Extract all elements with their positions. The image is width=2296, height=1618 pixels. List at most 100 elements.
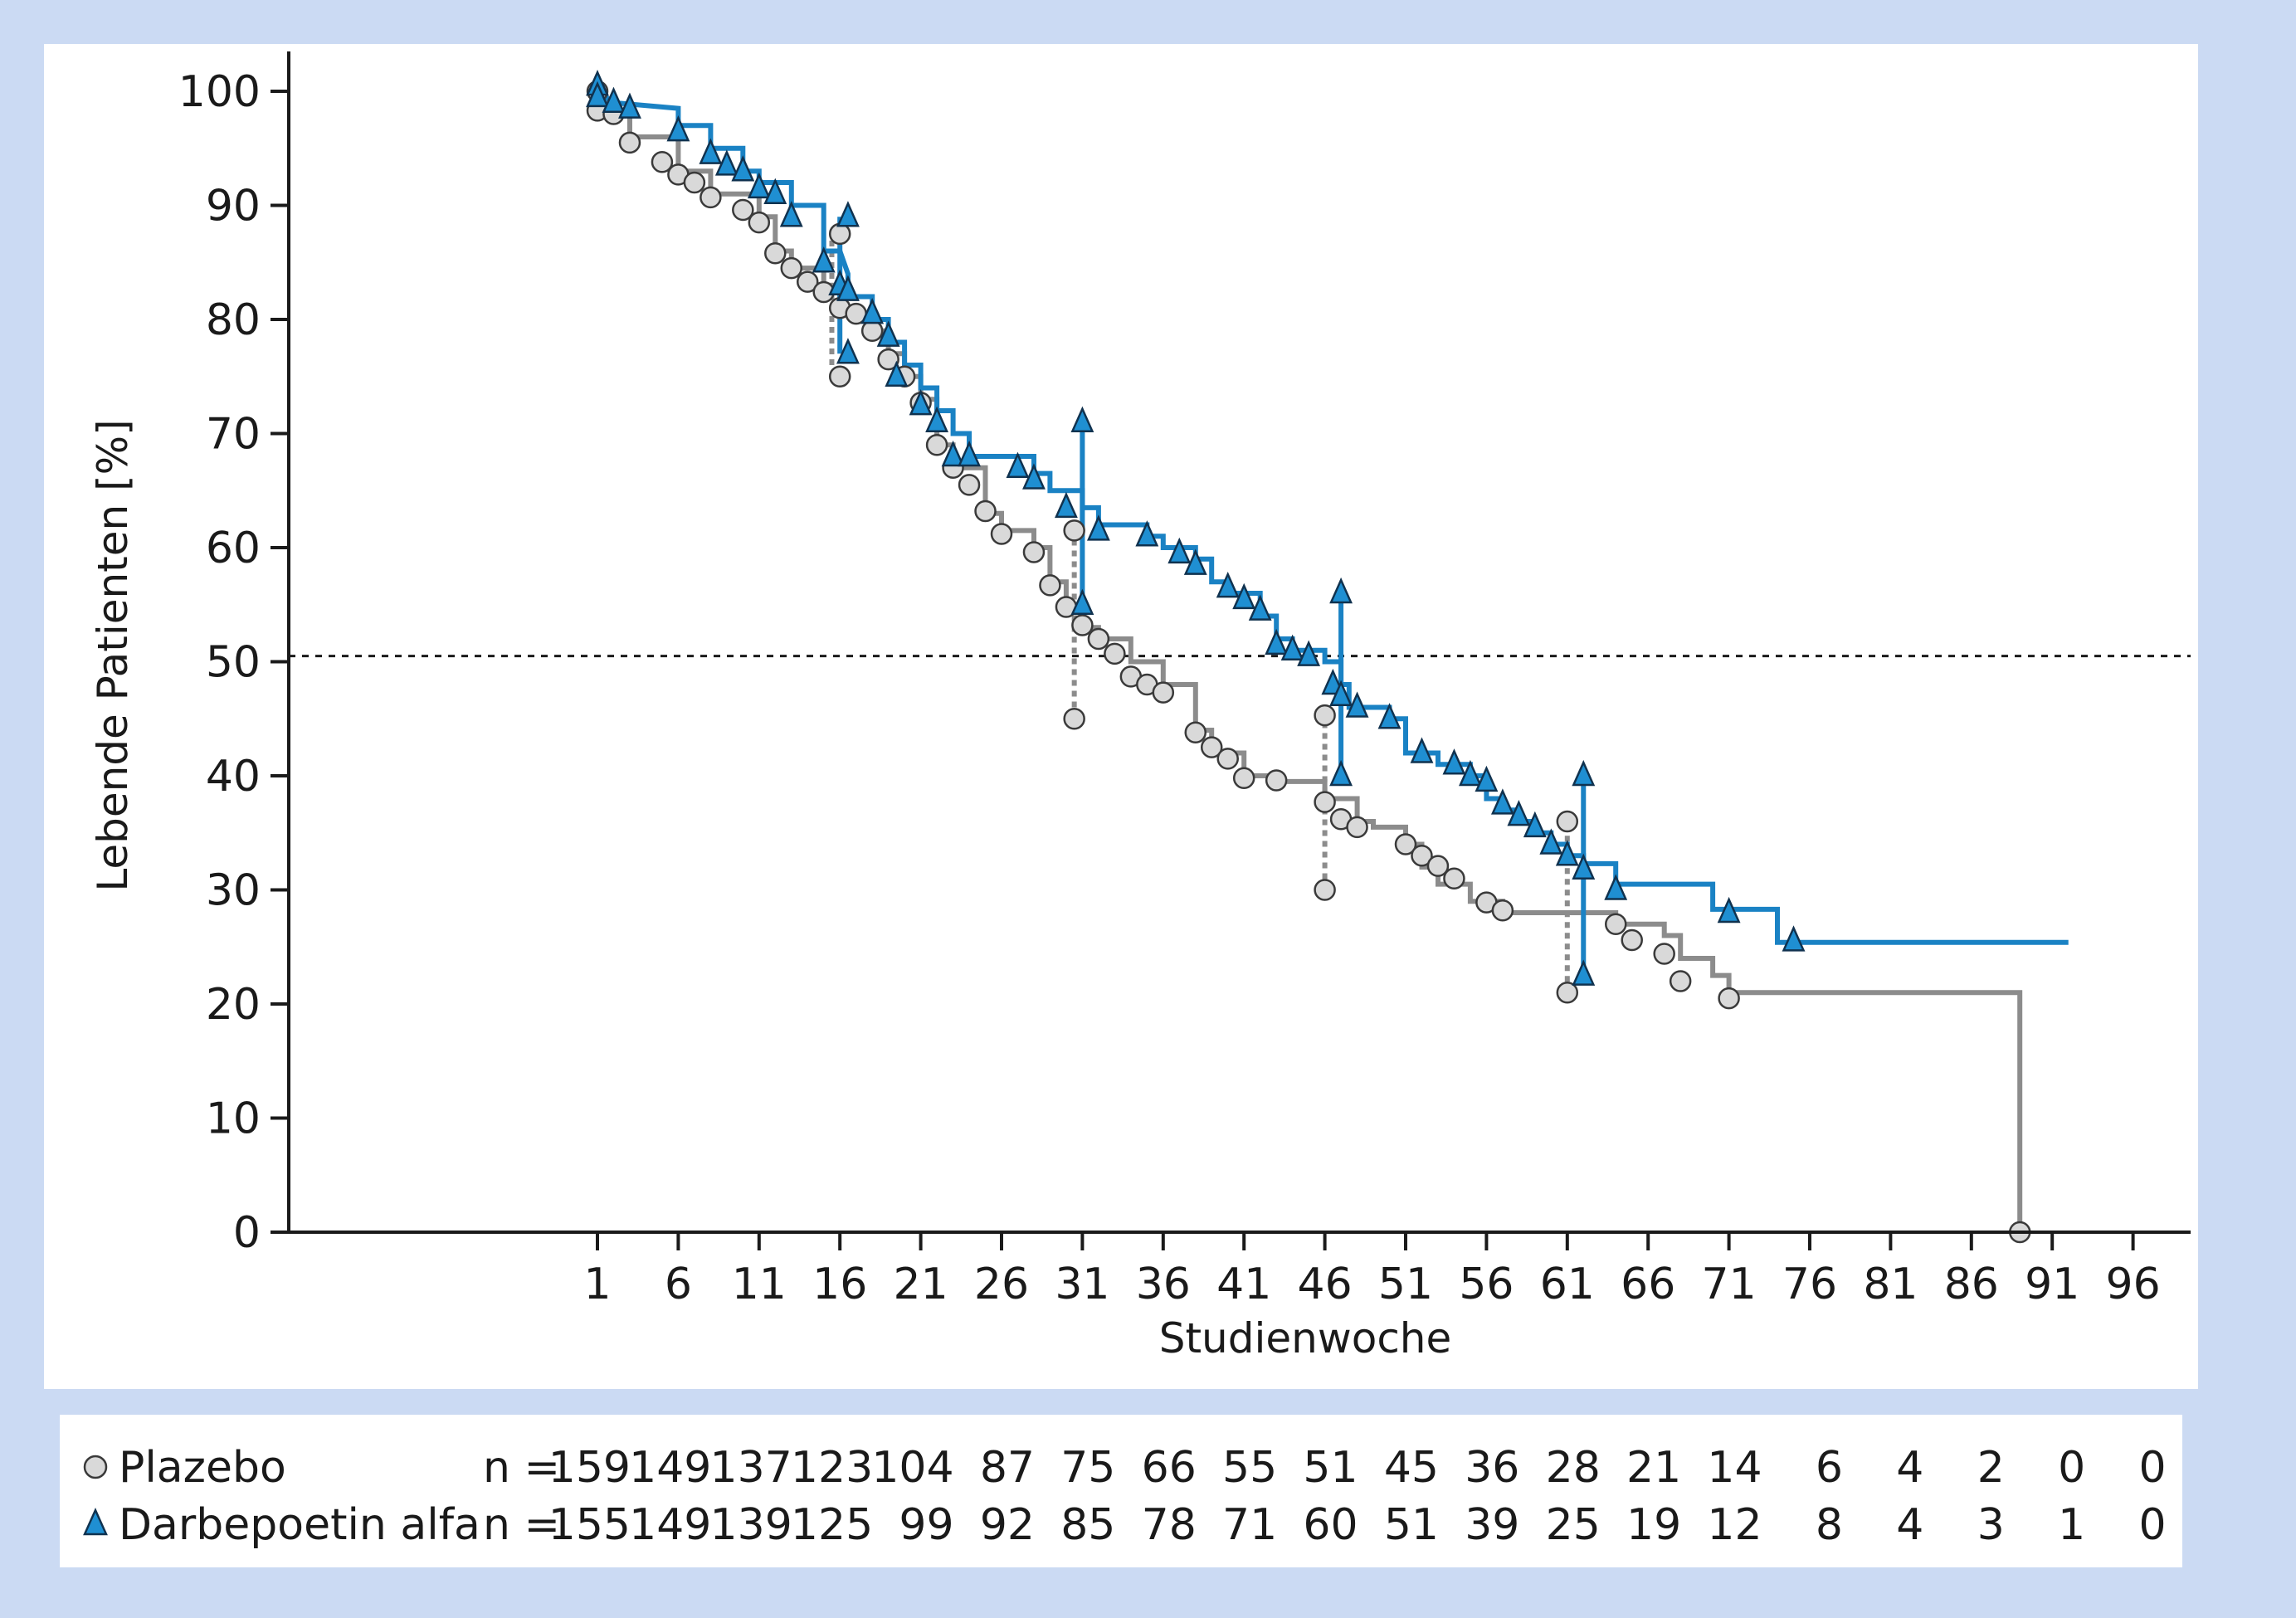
x-tick-label: 46 (1298, 1260, 1353, 1309)
darbepoetin-censor-point (1507, 800, 1531, 826)
darbepoetin-censor-point (1555, 840, 1579, 866)
plazebo-censor-point (1152, 681, 1175, 704)
plot-panel (44, 44, 2198, 1389)
x-tick-label: 76 (1782, 1260, 1837, 1309)
darbepoetin-censor-point (699, 138, 723, 164)
risk-count: 125 (791, 1500, 873, 1550)
plazebo-censor-point (764, 242, 787, 265)
risk-count: 71 (1222, 1500, 1277, 1550)
darbepoetin-censor-point (1265, 628, 1289, 655)
risk-table-panel (60, 1415, 2182, 1567)
x-tick-label: 66 (1621, 1260, 1675, 1309)
darbepoetin-censor-point (602, 86, 626, 113)
y-tick-label: 10 (206, 1094, 261, 1144)
x-tick-label: 51 (1378, 1260, 1433, 1309)
darbepoetin-censor-point (1345, 691, 1369, 718)
risk-row-prefix: n = (483, 1500, 560, 1550)
plazebo-censor-point (877, 348, 899, 371)
plazebo-censor-point (796, 270, 819, 293)
risk-row-label: Plazebo (119, 1443, 286, 1493)
x-tick-label: 21 (894, 1260, 948, 1309)
y-tick-label: 0 (233, 1208, 261, 1258)
darbepoetin-censor-point (1232, 582, 1256, 610)
x-tick-label: 71 (1702, 1260, 1757, 1309)
darbepoetin-censor-point (1782, 925, 1806, 952)
x-tick-label: 16 (812, 1260, 867, 1309)
plazebo-censor-point (990, 523, 1013, 545)
risk-count: 0 (2058, 1443, 2085, 1493)
plazebo-censor-point (1063, 519, 1085, 542)
risk-count: 159 (548, 1443, 631, 1493)
x-tick-label: 11 (732, 1260, 787, 1309)
y-tick-label: 40 (206, 752, 261, 802)
darbepoetin-censor-point (1410, 737, 1434, 763)
risk-count: 45 (1384, 1443, 1439, 1493)
darbepoetin-censor-point (763, 178, 787, 204)
risk-count: 66 (1142, 1443, 1197, 1493)
darbepoetin-censor-point (925, 406, 949, 432)
plazebo-censor-point (1411, 845, 1433, 867)
risk-count: 12 (1707, 1500, 1762, 1550)
plazebo-censor-point (1200, 736, 1223, 758)
plazebo-censor-point (1232, 767, 1255, 789)
darbepoetin-censor-point (1572, 853, 1596, 880)
plazebo-censor-point (958, 474, 981, 496)
y-tick-label: 50 (206, 638, 261, 688)
plazebo-censor-point (1669, 970, 1692, 992)
risk-count: 149 (629, 1443, 711, 1493)
darbepoetin-censor-point (1167, 537, 1192, 564)
risk-count: 28 (1546, 1443, 1601, 1493)
plazebo-censor-point (1184, 721, 1207, 743)
risk-count: 25 (1546, 1500, 1601, 1550)
risk-count: 85 (1060, 1500, 1115, 1550)
darbepoetin-censor-point (1329, 577, 1353, 604)
plazebo-censor-point (1071, 614, 1094, 636)
darbepoetin-censor-point (1280, 634, 1304, 660)
y-axis-title: Lebende Patienten [%] (89, 419, 137, 891)
plazebo-censor-point (683, 171, 706, 194)
risk-count: 0 (2139, 1500, 2167, 1550)
risk-count: 55 (1222, 1443, 1277, 1493)
plazebo-censor-point (1063, 708, 1085, 730)
y-tick-label: 60 (206, 524, 261, 573)
darbepoetin-censor-point (812, 246, 836, 273)
risk-count: 60 (1303, 1500, 1358, 1550)
plazebo-censor-point (925, 434, 948, 456)
darbepoetin-censor-point (1539, 828, 1563, 855)
x-tick-label: 31 (1055, 1260, 1109, 1309)
darbepoetin-censor-point (1054, 491, 1078, 519)
risk-count: 14 (1707, 1443, 1762, 1493)
risk-count: 2 (1977, 1443, 2005, 1493)
x-tick-label: 61 (1540, 1260, 1595, 1309)
risk-count: 19 (1626, 1500, 1681, 1550)
y-tick-label: 100 (178, 67, 261, 117)
y-tick-label: 80 (206, 295, 261, 345)
risk-count: 99 (899, 1500, 953, 1550)
x-tick-label: 6 (665, 1260, 692, 1309)
x-tick-label: 26 (974, 1260, 1029, 1309)
risk-count: 123 (791, 1443, 873, 1493)
plazebo-censor-point (748, 211, 771, 234)
darbepoetin-censor-point (1183, 548, 1207, 575)
x-tick-label: 81 (1863, 1260, 1918, 1309)
darbepoetin-censor-point (1248, 594, 1272, 621)
plazebo-censor-point (1443, 867, 1465, 889)
darbepoetin-censor-point (1329, 680, 1353, 706)
risk-count: 137 (710, 1443, 792, 1493)
risk-count: 75 (1060, 1443, 1115, 1493)
plazebo-censor-point (651, 151, 674, 173)
darbepoetin-censor-point (958, 440, 981, 467)
plazebo-censor-point (1314, 879, 1336, 901)
risk-count: 78 (1142, 1500, 1197, 1550)
risk-count: 4 (1896, 1443, 1923, 1493)
darbepoetin-censor-point (1490, 788, 1514, 815)
risk-count: 6 (1816, 1443, 1843, 1493)
plazebo-censor-point (1653, 943, 1675, 965)
darbepoetin-censor-point (666, 115, 690, 142)
darbepoetin-censor-point (1523, 811, 1547, 838)
darbepoetin-censor-point (836, 275, 860, 301)
plazebo-censor-point (1621, 928, 1643, 952)
darbepoetin-censor-point (1572, 959, 1596, 986)
